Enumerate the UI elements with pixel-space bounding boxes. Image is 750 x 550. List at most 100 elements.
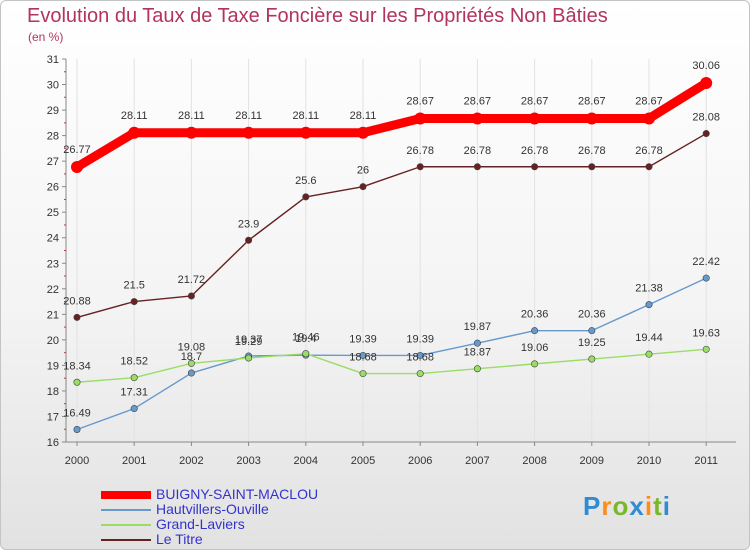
- x-tick-label: 2002: [179, 455, 203, 467]
- data-point: [187, 292, 195, 300]
- data-point: [187, 369, 195, 377]
- data-point: [71, 161, 83, 174]
- data-label: 19.39: [406, 333, 434, 345]
- data-label: 28.08: [692, 112, 720, 124]
- data-point: [359, 370, 367, 378]
- data-label: 17.31: [120, 387, 148, 399]
- data-label: 19.4: [295, 333, 316, 345]
- data-label: 20.88: [63, 295, 91, 307]
- y-tick-label: 18: [47, 386, 59, 398]
- data-label: 16.49: [63, 407, 91, 419]
- data-point: [473, 163, 481, 171]
- data-point: [299, 126, 312, 139]
- data-point: [531, 327, 539, 335]
- data-point: [357, 126, 369, 139]
- series-hautvillers-ouville: 16.49 17.31 18.7 19.37 19.4 19.39 19.39 19.87 20…: [63, 256, 720, 433]
- y-tick-label: 27: [47, 156, 59, 168]
- data-point: [643, 112, 655, 125]
- logo-letter: o: [612, 491, 630, 521]
- x-tick-label: 2010: [637, 455, 661, 467]
- y-tick-label: 20: [47, 335, 59, 347]
- data-label: 18.87: [464, 347, 492, 359]
- logo-letter: i: [662, 491, 671, 521]
- x-tick-label: 2007: [465, 455, 489, 467]
- y-tick-label: 22: [47, 284, 59, 296]
- y-tick-label: 16: [47, 437, 59, 449]
- data-label: 26.78: [464, 145, 492, 157]
- legend-label: Hautvillers-Ouville: [156, 501, 269, 517]
- series-line-buigny-saint-maclou: [72, 78, 711, 172]
- data-label: 23.9: [238, 218, 259, 230]
- series-grand-laviers: 18.34 18.52 19.08 19.29 19.46 18.68 18.68 18.87…: [63, 327, 720, 386]
- series-line-grand-laviers: [76, 348, 707, 383]
- data-point: [416, 163, 424, 171]
- data-label: 18.68: [406, 352, 434, 364]
- data-label: 19.25: [578, 337, 606, 349]
- data-point: [130, 374, 138, 382]
- legend-label: Grand-Laviers: [156, 516, 245, 532]
- logo-letter: x: [629, 491, 645, 521]
- data-label: 28.67: [521, 95, 549, 107]
- data-label: 19.46: [292, 332, 320, 344]
- data-label: 18.52: [120, 356, 148, 368]
- data-point: [130, 405, 138, 413]
- data-point: [302, 350, 310, 358]
- logo-letter: r: [601, 491, 613, 521]
- data-label: 18.34: [63, 360, 91, 372]
- data-point: [302, 193, 310, 201]
- data-label: 25.6: [295, 175, 316, 187]
- y-tick-label: 21: [47, 309, 59, 321]
- legend-label: Le Titre: [156, 531, 203, 547]
- y-tick-label: 28: [47, 131, 59, 143]
- data-point: [416, 370, 424, 378]
- data-label: 28.67: [406, 95, 434, 107]
- data-label: 18.68: [349, 352, 377, 364]
- x-tick-label: 2004: [294, 455, 318, 467]
- data-label: 19.63: [692, 327, 720, 339]
- data-point: [414, 112, 427, 125]
- legend-swatch: [101, 539, 151, 541]
- data-label: 26.78: [635, 145, 663, 157]
- data-label: 19.06: [521, 342, 549, 354]
- logo-letter: i: [644, 491, 654, 521]
- data-label: 19.29: [235, 336, 263, 348]
- y-tick-label: 31: [47, 54, 59, 66]
- data-point: [588, 355, 596, 363]
- data-label: 21.38: [635, 283, 663, 295]
- x-tick-label: 2008: [522, 455, 546, 467]
- data-label: 19.37: [235, 334, 263, 346]
- y-tick-label: 24: [47, 233, 59, 245]
- series-buigny-saint-maclou: 26.77 28.11 28.11 28.11 28.11 28.11 28.67 28.67…: [63, 60, 720, 174]
- x-tick-label: 2000: [65, 455, 89, 467]
- y-axis-unit-label: (en %): [28, 30, 64, 44]
- data-point: [73, 313, 81, 321]
- y-tick-label: 26: [47, 182, 59, 194]
- data-label: 19.44: [635, 332, 663, 344]
- data-point: [359, 351, 367, 359]
- data-point: [245, 354, 253, 362]
- data-point: [645, 350, 653, 358]
- data-label: 28.67: [635, 95, 663, 107]
- data-point: [416, 351, 424, 359]
- data-label: 26: [357, 165, 369, 177]
- data-label: 28.11: [178, 110, 205, 122]
- data-point: [702, 274, 710, 282]
- data-label: 21.72: [178, 274, 206, 286]
- legend-label: BUIGNY-SAINT-MACLOU: [156, 486, 319, 502]
- legend-item: BUIGNY-SAINT-MACLOU: [101, 487, 401, 502]
- y-tick-label: 19: [47, 360, 59, 372]
- data-label: 21.5: [123, 280, 144, 292]
- data-point: [73, 378, 81, 386]
- x-tick-label: 2006: [408, 455, 432, 467]
- x-tick-label: 2003: [236, 455, 260, 467]
- y-tick-label: 17: [47, 411, 59, 423]
- legend-swatch: [101, 491, 151, 499]
- y-tick-label: 29: [47, 105, 59, 117]
- series-line-hautvillers-ouville: [76, 277, 707, 431]
- data-label: 19.08: [178, 341, 206, 353]
- data-point: [531, 360, 539, 368]
- data-point: [473, 339, 481, 347]
- data-point: [528, 112, 541, 125]
